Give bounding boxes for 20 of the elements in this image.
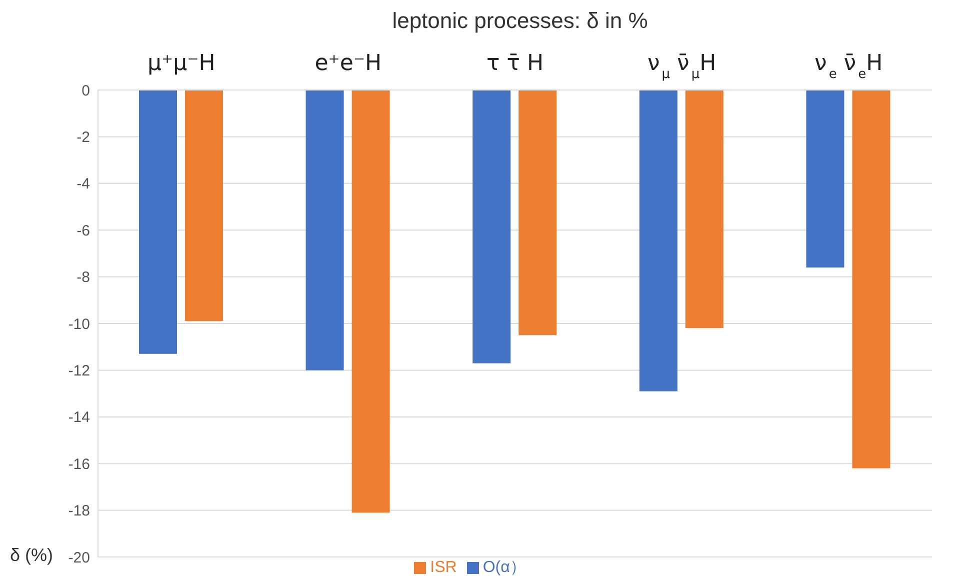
- y-tick-label: -8: [76, 269, 90, 286]
- y-tick-label: -6: [76, 222, 90, 240]
- y-tick-label: -14: [68, 409, 90, 426]
- x-tick-label: τ τ̄ H: [486, 51, 544, 76]
- y-axis-title: δ (%): [10, 545, 54, 566]
- x-tick-label: ν$_{μ}$ ν̄$_{μ}$H: [647, 51, 716, 82]
- x-tick-label: e⁺e⁻H: [314, 51, 382, 76]
- x-tick-label: μ⁺μ⁻H: [148, 51, 216, 76]
- y-tick-label: -10: [68, 316, 90, 333]
- x-tick-label: ν$_{e}$ ν̄$_{e}$H: [814, 51, 883, 82]
- y-tick-label: -18: [68, 502, 90, 520]
- legend-label: O(α）: [482, 559, 526, 576]
- legend-label: ISR: [430, 559, 457, 576]
- y-tick-label: 0: [82, 82, 90, 100]
- y-tick-label: -20: [68, 549, 90, 566]
- y-tick-label: -12: [68, 362, 90, 380]
- y-tick-label: -16: [68, 456, 90, 473]
- chart-title: leptonic processes: δ in %: [391, 8, 649, 35]
- y-tick-label: -4: [76, 176, 90, 193]
- y-tick-label: -2: [76, 129, 90, 146]
